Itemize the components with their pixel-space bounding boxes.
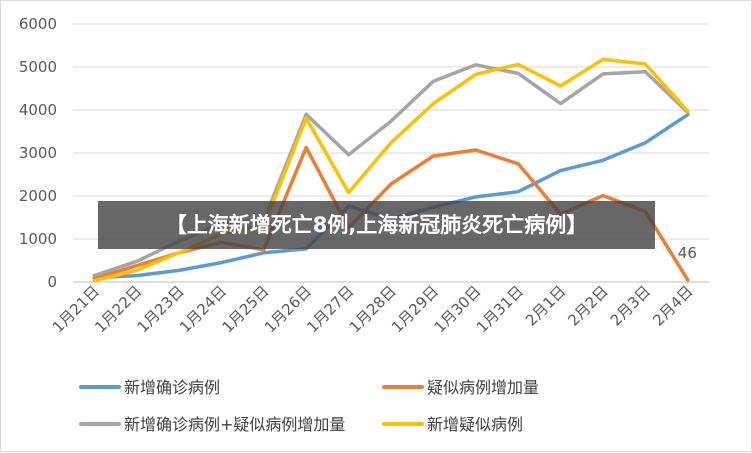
x-tick-label: 2月4日 [649, 282, 696, 329]
y-tick-label: 4000 [19, 101, 57, 119]
y-tick-label: 5000 [19, 58, 57, 76]
news-title-banner: 【上海新增死亡8例,上海新冠肺炎死亡病例】 [98, 201, 655, 249]
legend-label-2: 新增确诊病例+疑似病例增加量 [124, 415, 345, 434]
y-tick-label: 3000 [19, 144, 57, 162]
legend-label-0: 新增确诊病例 [124, 378, 220, 397]
y-tick-label: 6000 [19, 15, 57, 33]
y-tick-label: 2000 [19, 187, 57, 205]
y-tick-label: 0 [47, 273, 57, 291]
x-tick-label: 1月31日 [473, 282, 527, 336]
x-tick-label: 2月1日 [522, 282, 569, 329]
legend-label-3: 新增疑似病例 [427, 415, 523, 434]
x-tick-label: 2月3日 [607, 282, 654, 329]
legend-label-1: 疑似病例增加量 [427, 378, 539, 397]
data-label: 46 [678, 244, 697, 262]
x-tick-label: 2月2日 [564, 282, 611, 329]
y-tick-label: 1000 [19, 230, 57, 248]
